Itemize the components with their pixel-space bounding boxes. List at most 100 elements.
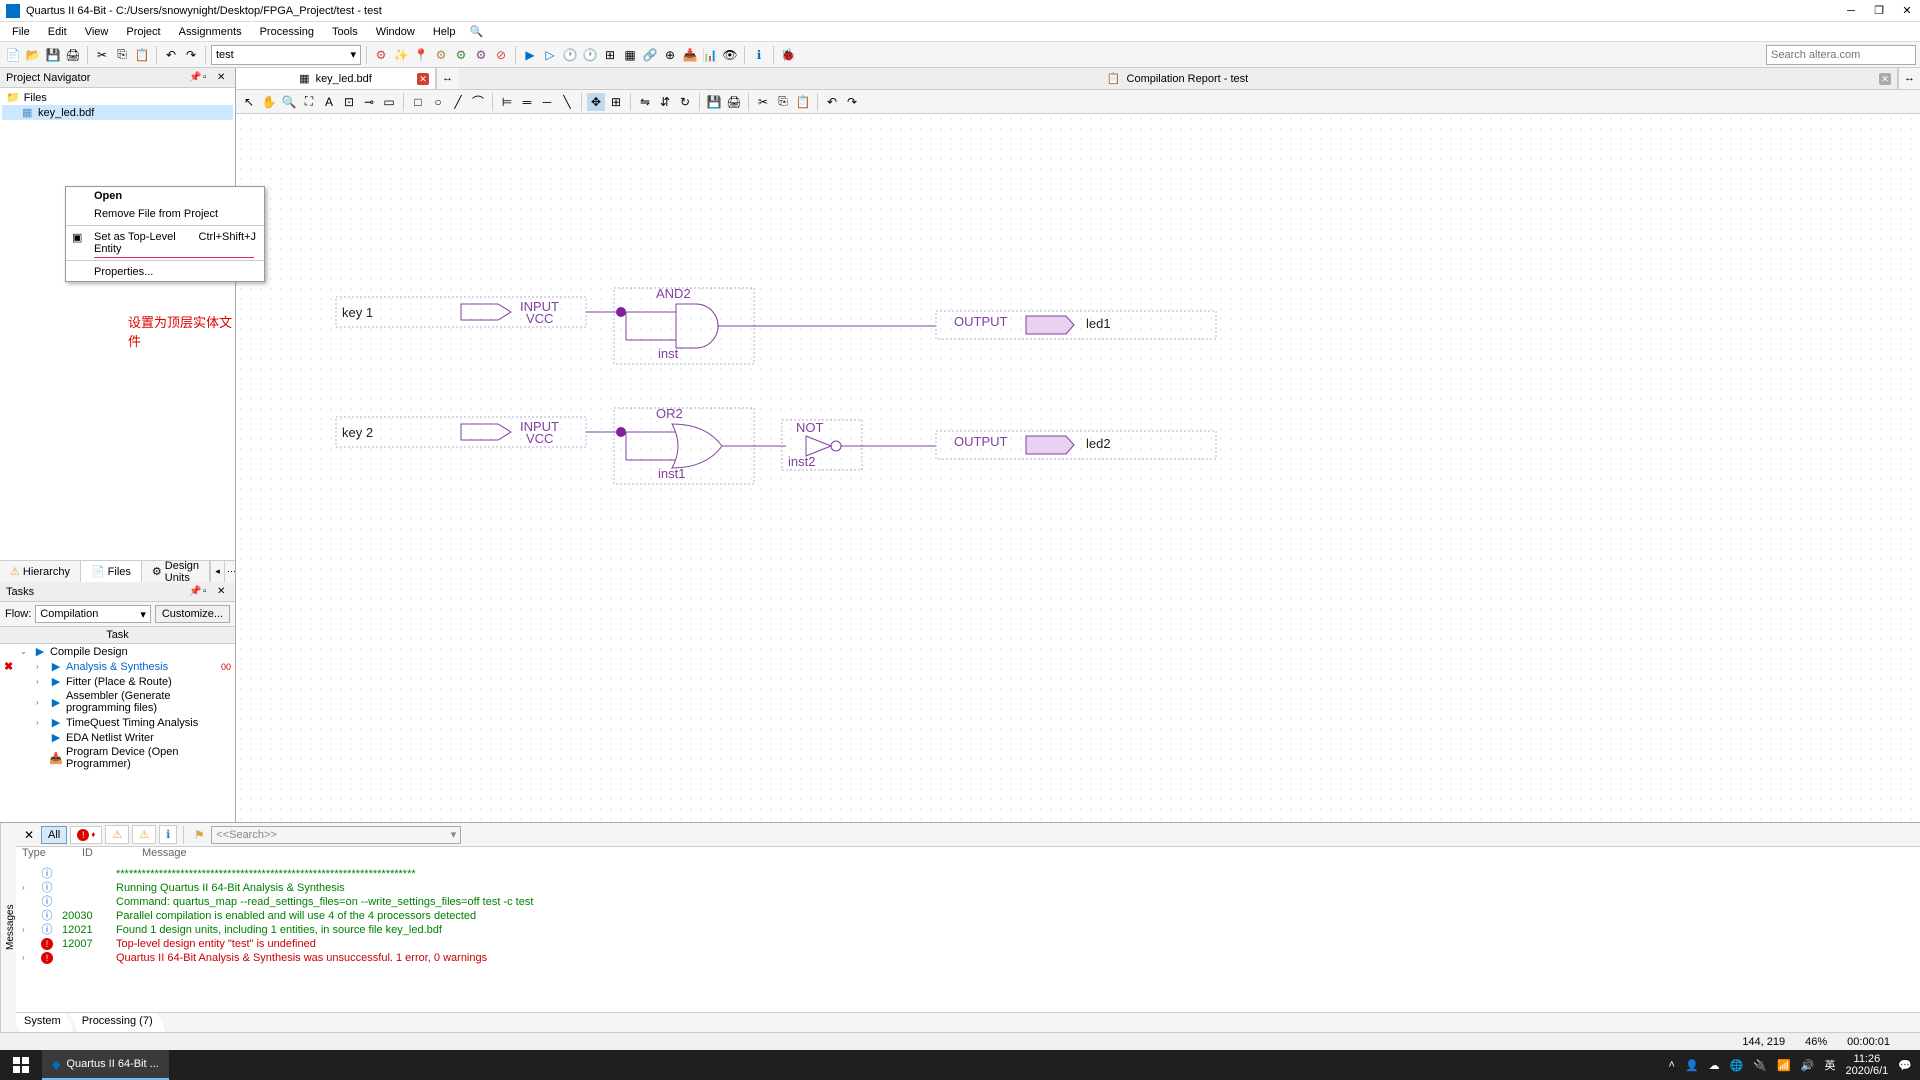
task-item[interactable]: ›▶Assembler (Generate programming files) [0,689,235,715]
gear-icon[interactable]: ⚙ [432,46,450,64]
wand-icon[interactable]: ✨ [392,46,410,64]
analyze-icon[interactable]: 📊 [701,46,719,64]
task-item[interactable]: ⌄▶Compile Design [0,644,235,659]
menu-file[interactable]: File [4,24,38,40]
cut2-icon[interactable]: ✂ [754,93,772,111]
tasks-float-icon[interactable]: ▫ [203,586,215,598]
tray-onedrive-icon[interactable]: ☁ [1709,1059,1720,1072]
view-icon[interactable]: 👁 [721,46,739,64]
message-row[interactable]: ›!Quartus II 64-Bit Analysis & Synthesis… [22,951,1914,965]
message-row[interactable]: !12007Top-level design entity "test" is … [22,937,1914,951]
stop-icon[interactable]: ⊘ [492,46,510,64]
paste2-icon[interactable]: 📋 [794,93,812,111]
menu-project[interactable]: Project [118,24,168,40]
context-set-toplevel[interactable]: ▣ Set as Top-Level Entity Ctrl+Shift+J [66,228,264,258]
context-open[interactable]: Open [66,187,264,205]
bus-icon[interactable]: ═ [518,93,536,111]
flow-combo[interactable]: Compilation▾ [35,605,151,623]
gear3-icon[interactable]: ⚙ [472,46,490,64]
tab-files[interactable]: 📄Files [81,561,142,582]
tab-switch-1[interactable]: ↔ [436,68,458,89]
save-icon[interactable]: 💾 [44,46,62,64]
copy-icon[interactable]: ⎘ [113,46,131,64]
task-item[interactable]: ✖›▶Analysis & Synthesis00 [0,659,235,674]
msg-flag-icon[interactable]: ⚑ [190,826,208,844]
panel-close-icon[interactable]: ✕ [217,72,229,84]
help-icon[interactable]: ℹ [750,46,768,64]
pointer-icon[interactable]: ↖ [240,93,258,111]
zoom-icon[interactable]: 🔍 [280,93,298,111]
print2-icon[interactable]: 🖨 [725,93,743,111]
clock-icon[interactable]: 🕐 [561,46,579,64]
open-icon[interactable]: 📂 [24,46,42,64]
menu-help[interactable]: Help [425,24,464,40]
tasks-pin-icon[interactable]: 📌 [189,586,201,598]
rotate-icon[interactable]: ↻ [676,93,694,111]
menu-view[interactable]: View [77,24,117,40]
prog-icon[interactable]: 📥 [681,46,699,64]
start-button[interactable] [0,1050,42,1080]
tab-close-icon[interactable]: ✕ [417,73,429,85]
arc-icon[interactable]: ⌒ [469,93,487,111]
menu-window[interactable]: Window [368,24,423,40]
play2-icon[interactable]: ▷ [541,46,559,64]
msg-tab-system[interactable]: System [16,1013,74,1032]
maximize-button[interactable]: ❐ [1872,4,1886,18]
menu-edit[interactable]: Edit [40,24,75,40]
taskbar-quartus[interactable]: ◆Quartus II 64-Bit ... [42,1050,169,1080]
chip-icon[interactable]: ▦ [621,46,639,64]
link-icon[interactable]: 🔗 [641,46,659,64]
clock2-icon[interactable]: 🕐 [581,46,599,64]
tree-file-keyled[interactable]: ▦ key_led.bdf [2,105,233,120]
filter-error[interactable]: !♦ [70,826,102,844]
block-icon[interactable]: ▭ [380,93,398,111]
filter-info[interactable]: ℹ [159,825,177,844]
messages-list[interactable]: ⓘ***************************************… [16,865,1920,1012]
tray-power-icon[interactable]: 🔌 [1753,1059,1767,1072]
conduit-icon[interactable]: ⊨ [498,93,516,111]
tray-notif-icon[interactable]: 💬 [1898,1059,1912,1072]
tray-net-icon[interactable]: 🌐 [1730,1059,1744,1072]
panel-pin-icon[interactable]: 📌 [189,72,201,84]
tray-vol-icon[interactable]: 🔊 [1801,1059,1815,1072]
redo-icon[interactable]: ↷ [182,46,200,64]
print-icon[interactable]: 🖨 [64,46,82,64]
task-item[interactable]: ▶EDA Netlist Writer [0,730,235,745]
partial-icon[interactable]: ⊞ [607,93,625,111]
redo2-icon[interactable]: ↷ [843,93,861,111]
tab-compilation-report[interactable]: 📋Compilation Report - test ✕ [458,68,1898,89]
minimize-button[interactable]: ─ [1844,4,1858,18]
schematic-canvas[interactable]: key 1 INPUT VCC AND2 inst OUTPUT [236,114,1920,822]
msg-close-icon[interactable]: ✕ [20,826,38,844]
tab-close-report-icon[interactable]: ✕ [1879,73,1891,85]
undo-icon[interactable]: ↶ [162,46,180,64]
help-search-icon[interactable]: 🔍 [469,25,483,38]
message-row[interactable]: ⓘ20030Parallel compilation is enabled an… [22,909,1914,923]
close-button[interactable]: ✕ [1900,4,1914,18]
flip-v-icon[interactable]: ⇵ [656,93,674,111]
tray-people-icon[interactable]: 👤 [1685,1059,1699,1072]
tree-folder-files[interactable]: 📁 Files [2,90,233,105]
panel-float-icon[interactable]: ▫ [203,72,215,84]
tasks-close-icon[interactable]: ✕ [217,586,229,598]
msg-tab-processing[interactable]: Processing (7) [70,1013,166,1032]
message-row[interactable]: ›ⓘ12021Found 1 design units, including 1… [22,923,1914,937]
diag-icon[interactable]: ╲ [558,93,576,111]
task-item[interactable]: ›▶Fitter (Place & Route) [0,674,235,689]
oval-icon[interactable]: ○ [429,93,447,111]
settings-icon[interactable]: ⚙ [372,46,390,64]
filter-warn2[interactable]: ⚠ [132,825,156,844]
tray-ime[interactable]: 英 [1824,1057,1835,1073]
play-icon[interactable]: ▶ [521,46,539,64]
task-item[interactable]: 📥Program Device (Open Programmer) [0,745,235,771]
zoomfit-icon[interactable]: ⛶ [300,93,318,111]
search-input[interactable] [1766,45,1916,65]
messages-search[interactable]: <<Search>>▾ [211,826,461,844]
copy2-icon[interactable]: ⎘ [774,93,792,111]
debug-icon[interactable]: 🐞 [779,46,797,64]
tab-switch-2[interactable]: ↔ [1898,68,1920,89]
tab-design-units[interactable]: ⚙Design Units [142,561,210,582]
tray-up-icon[interactable]: ˄ [1669,1059,1675,1071]
flip-h-icon[interactable]: ⇋ [636,93,654,111]
rect-icon[interactable]: □ [409,93,427,111]
